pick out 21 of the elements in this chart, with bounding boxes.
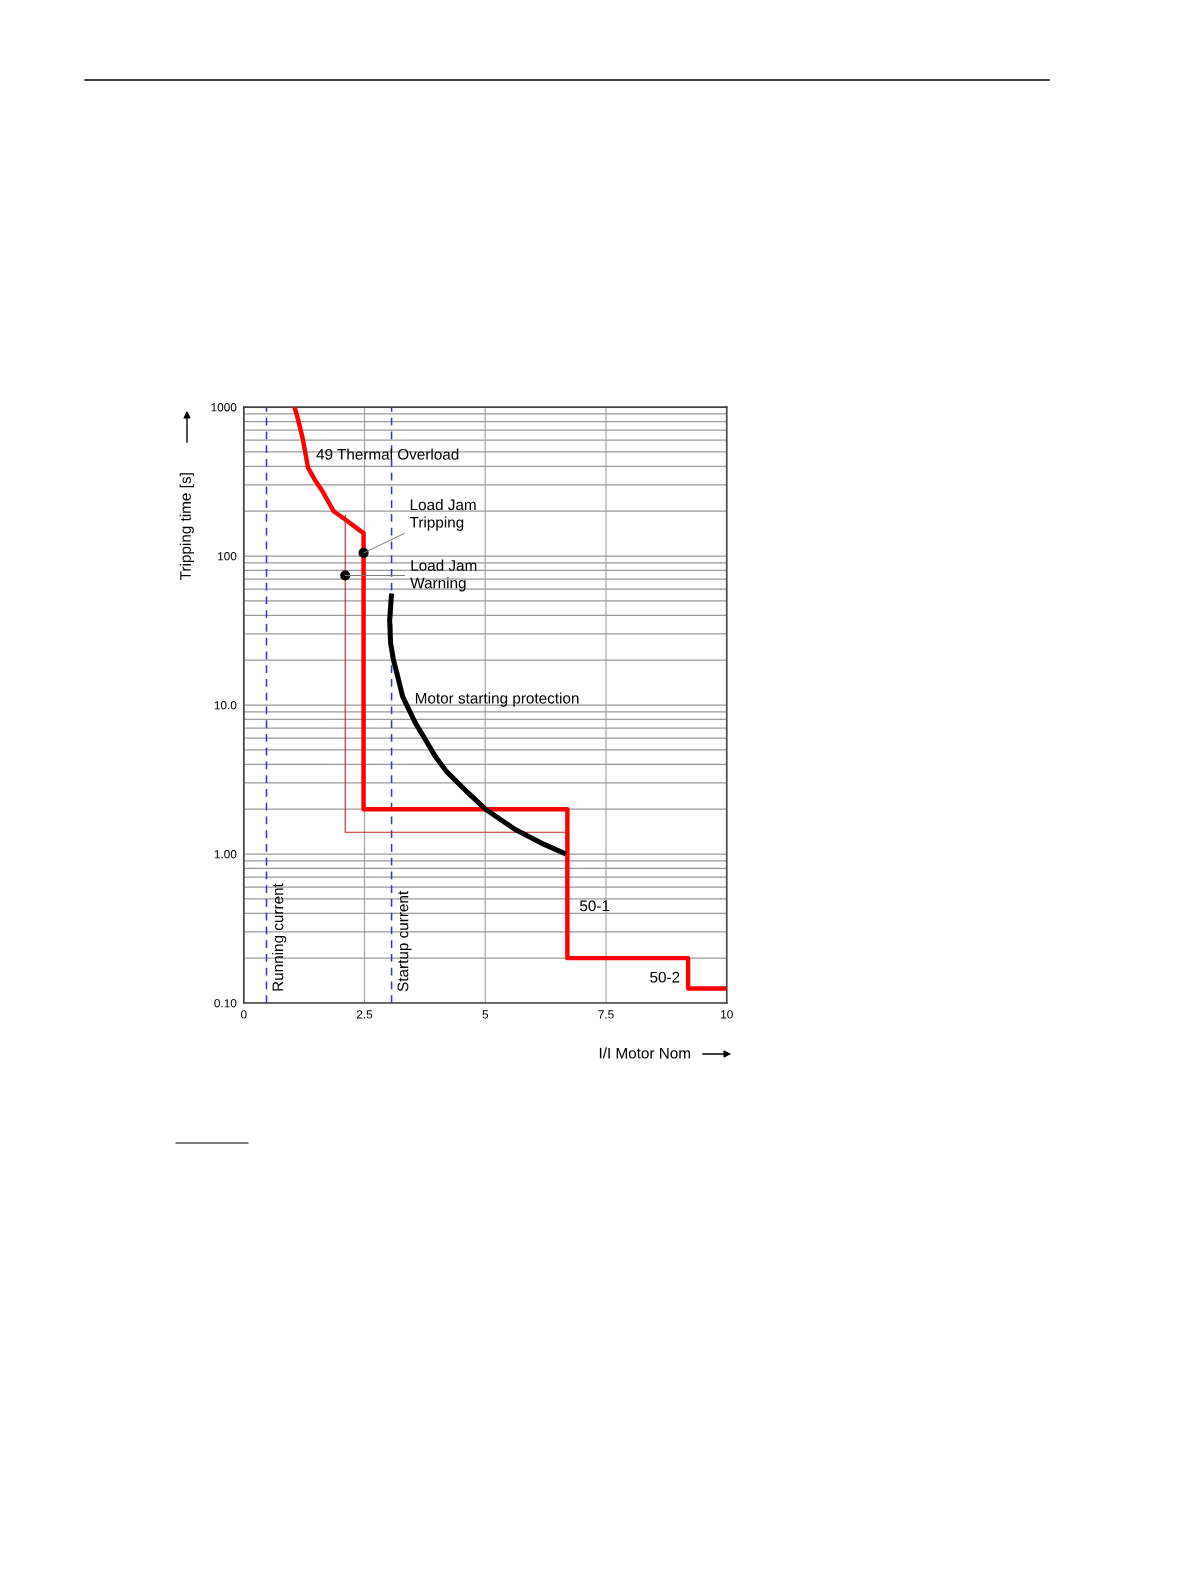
y-tick-label: 1.00	[214, 850, 237, 859]
x-tick-label: 10	[721, 1010, 733, 1019]
y-tick-label: 0.10	[214, 999, 237, 1008]
annotation: Motor starting protection	[415, 692, 579, 707]
x-tick-label: 7.5	[598, 1010, 614, 1019]
x-tick-label: 5	[482, 1010, 489, 1019]
annotation: 49 Thermal Overload	[316, 448, 459, 460]
line-series	[292, 407, 727, 991]
y-tick-label: 100	[218, 552, 237, 561]
ref-line-label: Running current	[272, 883, 287, 991]
annotation: 50-1	[579, 900, 610, 912]
y-tick-label: 1000	[211, 403, 237, 412]
y-tick-label: 10.0	[214, 701, 237, 710]
annotation: 50-2	[650, 971, 680, 983]
annotation: Load Jam Tripping	[409, 498, 476, 531]
x-tick-label: 0	[240, 1010, 247, 1019]
annotation: Load Jam Warning	[410, 559, 477, 592]
x-axis-title: I/I Motor Nom	[599, 1047, 691, 1059]
y-axis-title: Tripping time [s]	[179, 473, 194, 580]
ref-line-label: Startup current	[397, 890, 412, 992]
x-tick-label: 2.5	[356, 1010, 373, 1019]
